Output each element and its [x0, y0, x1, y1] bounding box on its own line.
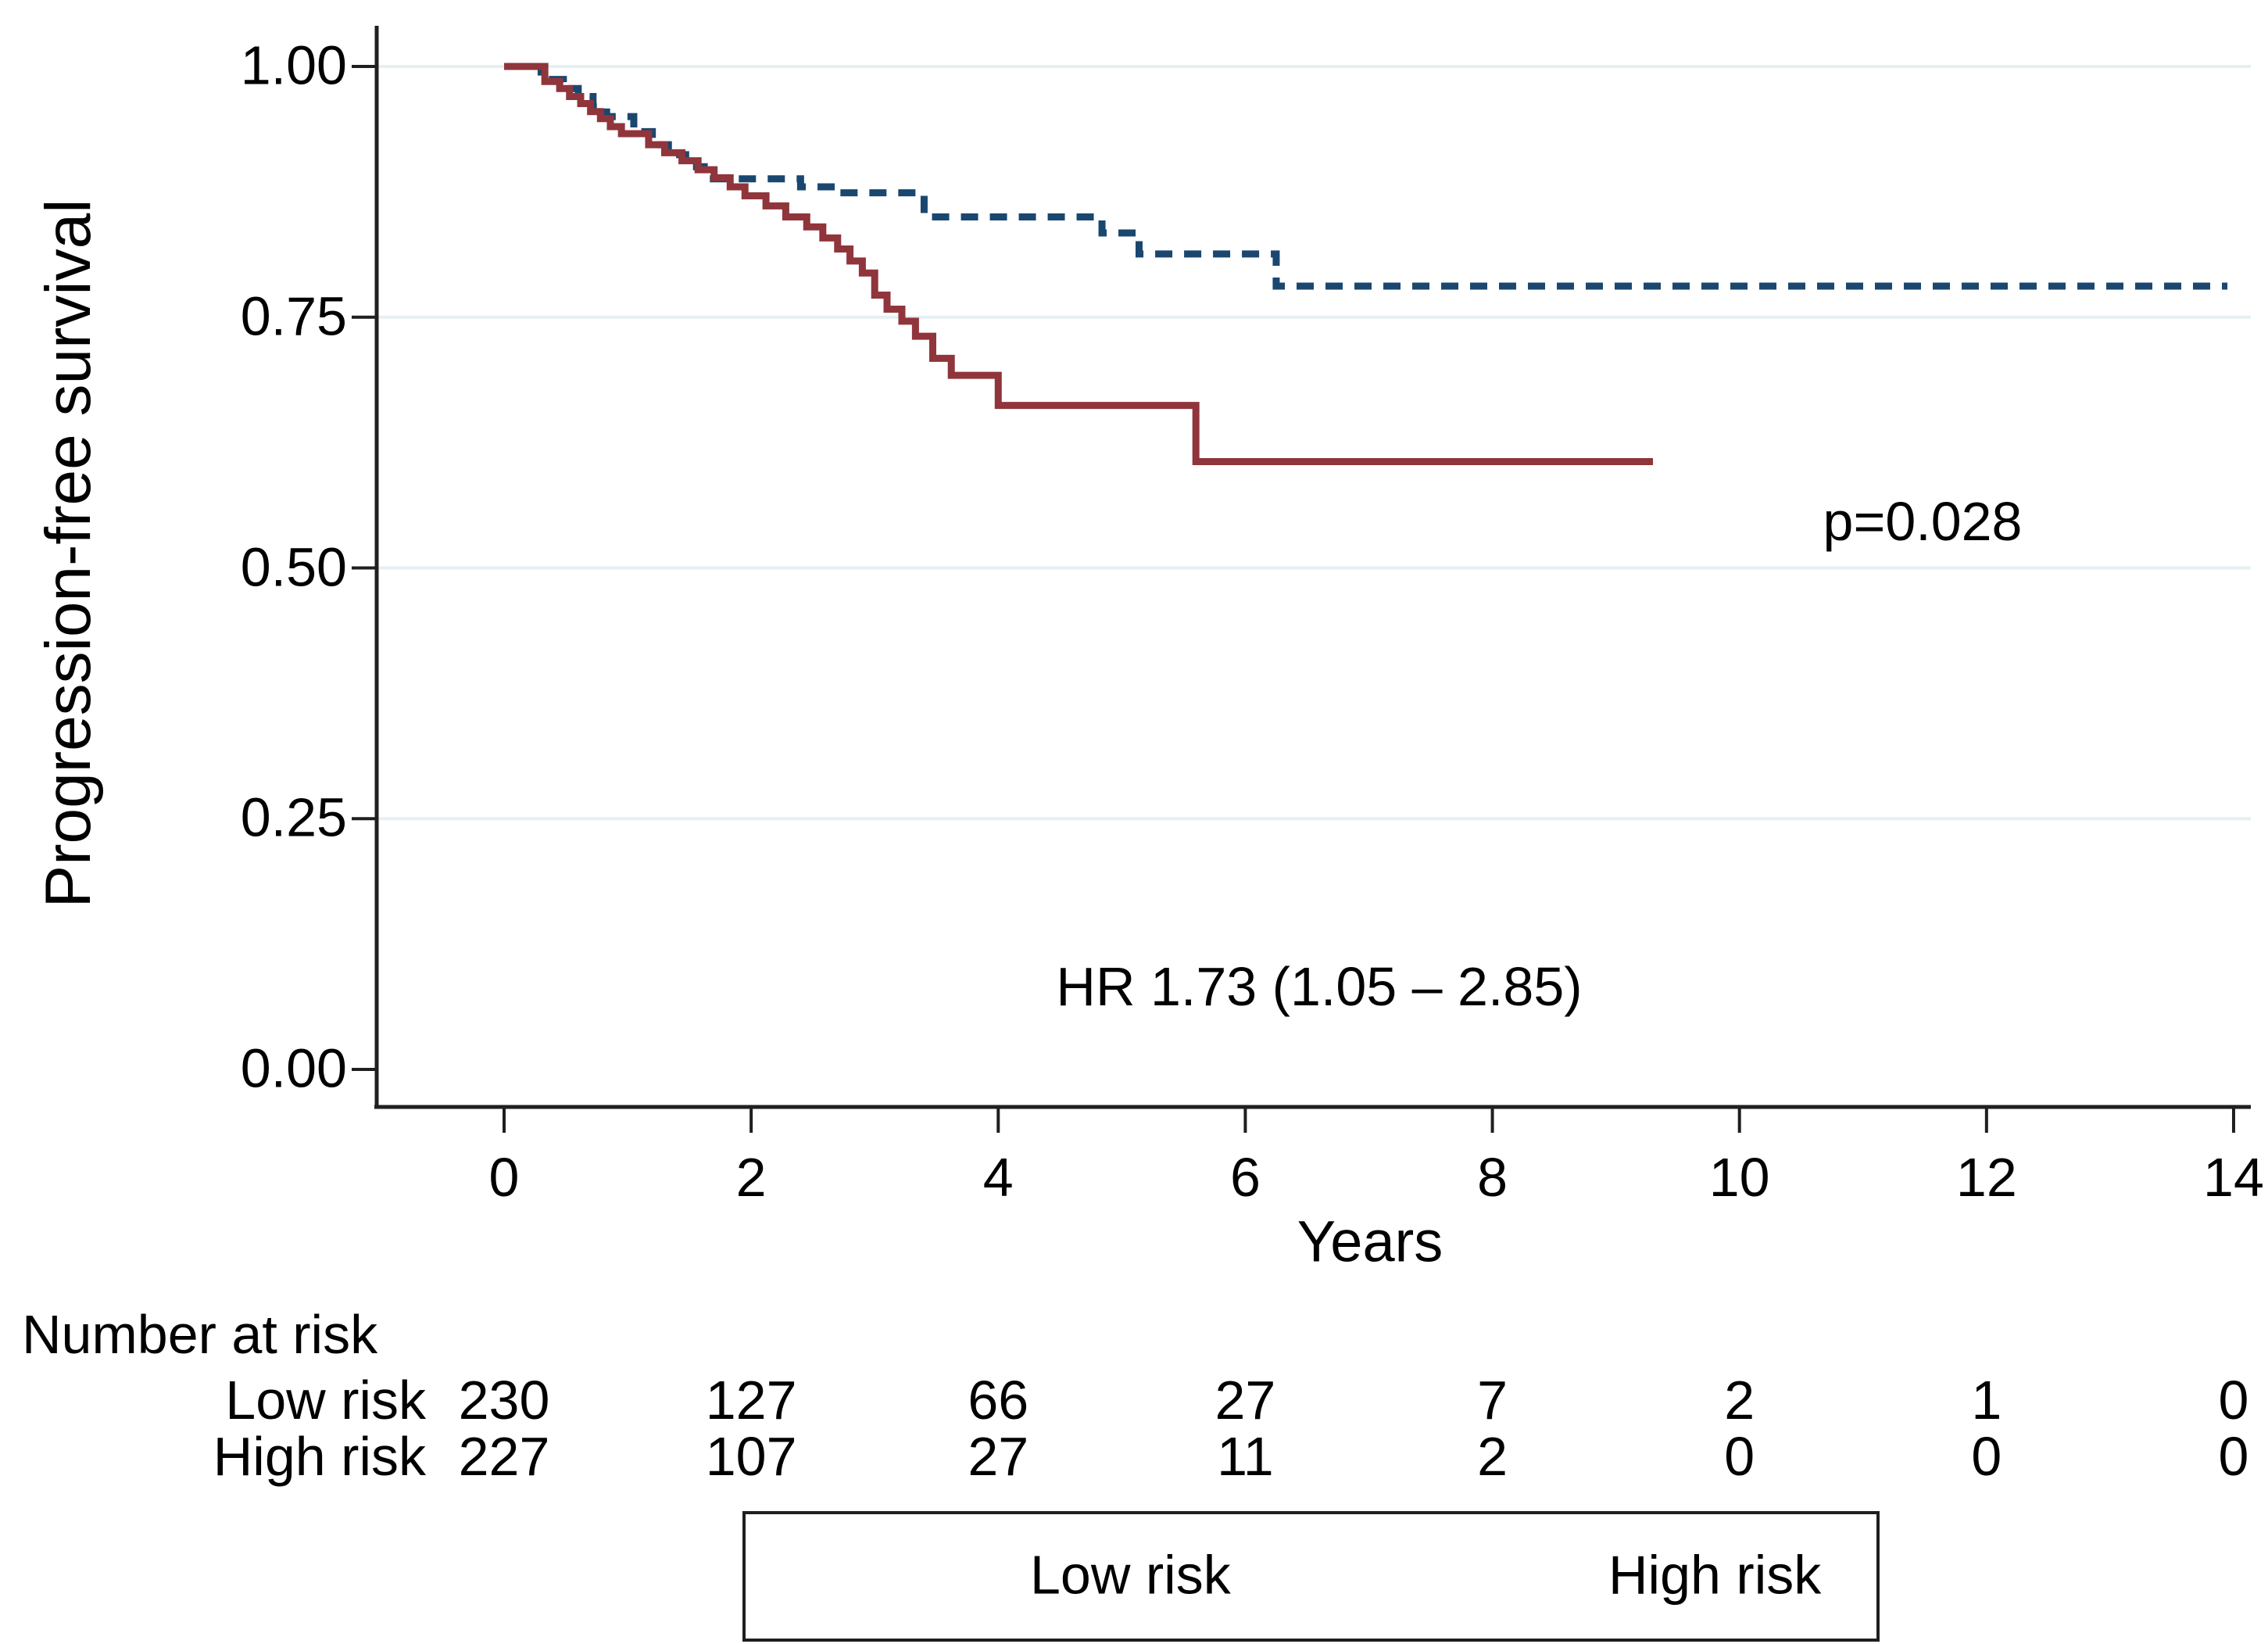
x-tick-label-0: 0 — [488, 1147, 520, 1208]
legend-label-high-risk: High risk — [1608, 1544, 1822, 1606]
x-tick-label-2: 2 — [735, 1147, 767, 1208]
legend-box — [742, 1511, 1880, 1642]
risk-count-low-risk-year-2: 127 — [705, 1370, 797, 1431]
x-tick-label-6: 6 — [1229, 1147, 1261, 1208]
x-tick-label-14: 14 — [2203, 1147, 2264, 1208]
risk-count-high-risk-year-6: 11 — [1217, 1426, 1274, 1487]
x-tick-label-10: 10 — [1708, 1147, 1770, 1208]
y-tick-label-0.00: 0.00 — [240, 1037, 347, 1099]
risk-count-low-risk-year-0: 230 — [458, 1370, 550, 1431]
risk-count-low-risk-year-8: 7 — [1477, 1370, 1508, 1431]
y-tick-label-0.25: 0.25 — [240, 786, 347, 848]
x-tick-label-8: 8 — [1477, 1147, 1508, 1208]
risk-count-high-risk-year-0: 227 — [458, 1426, 550, 1487]
risk-count-high-risk-year-8: 2 — [1477, 1426, 1508, 1487]
risk-count-low-risk-year-14: 0 — [2218, 1370, 2249, 1431]
risk-count-high-risk-year-14: 0 — [2218, 1426, 2249, 1487]
risk-count-low-risk-year-12: 1 — [1971, 1370, 2002, 1431]
y-tick-label-0.75: 0.75 — [240, 285, 347, 347]
risk-count-high-risk-year-2: 107 — [705, 1426, 797, 1487]
risk-count-high-risk-year-12: 0 — [1971, 1426, 2002, 1487]
y-tick-label-0.50: 0.50 — [240, 535, 347, 597]
km-curve-low-risk — [504, 63, 2228, 290]
km-curve-high-risk — [504, 63, 1654, 466]
y-axis-title: Progression-free survival — [33, 199, 104, 908]
risk-row-label-high: High risk — [213, 1426, 426, 1487]
x-tick-label-12: 12 — [1955, 1147, 2017, 1208]
risk-count-high-risk-year-4: 27 — [968, 1426, 1029, 1487]
risk-count-low-risk-year-4: 66 — [968, 1370, 1029, 1431]
risk-count-low-risk-year-6: 27 — [1214, 1370, 1276, 1431]
legend-label-low-risk: Low risk — [1030, 1544, 1231, 1606]
x-axis-title: Years — [1297, 1209, 1443, 1274]
p-value-annotation: p=0.028 — [1823, 491, 2023, 552]
hazard-ratio-annotation: HR 1.73 (1.05 – 2.85) — [1056, 956, 1583, 1017]
risk-count-high-risk-year-10: 0 — [1724, 1426, 1755, 1487]
y-tick-label-1.00: 1.00 — [240, 34, 347, 96]
risk-row-label-low: Low risk — [225, 1370, 426, 1431]
x-tick-label-4: 4 — [982, 1147, 1014, 1208]
risk-count-low-risk-year-10: 2 — [1724, 1370, 1755, 1431]
risk-table-title: Number at risk — [22, 1304, 378, 1365]
